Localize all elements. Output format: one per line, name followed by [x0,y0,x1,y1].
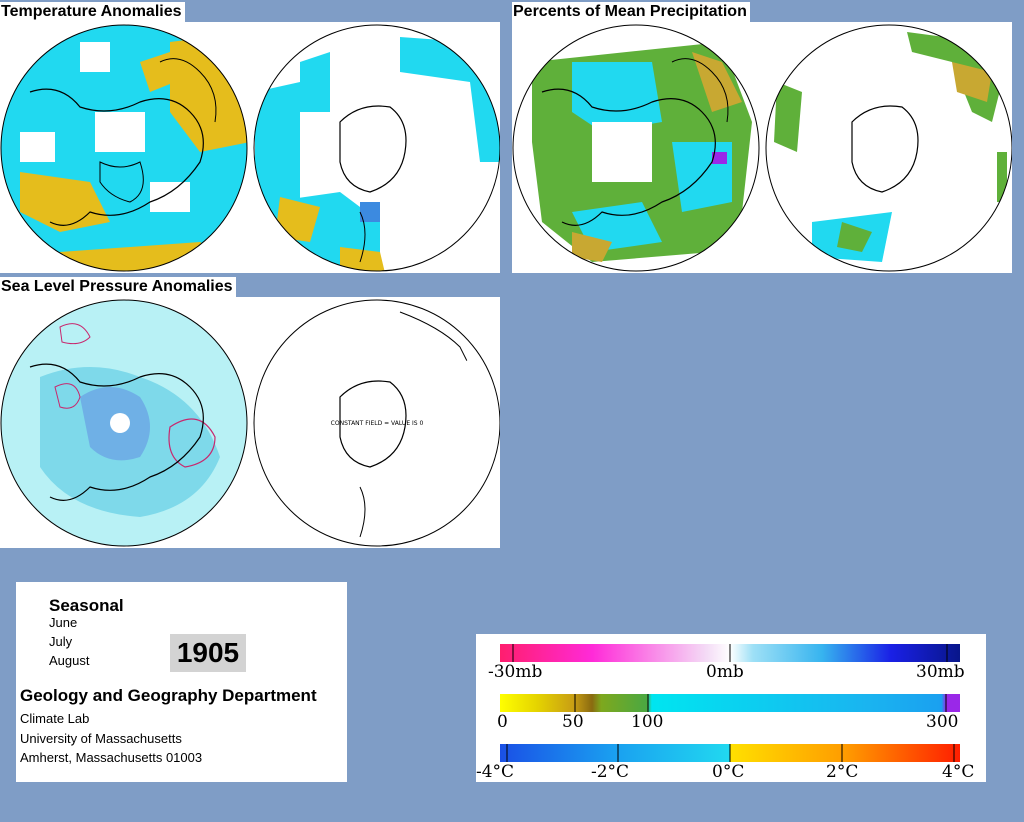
info-box: Seasonal June July August 1905 Geology a… [16,582,347,782]
temperature-hemisphere-south [254,25,500,271]
legend-color-bars [500,644,960,762]
temperature-panel [0,22,500,273]
address: Amherst, Massachusetts 01003 [20,750,203,765]
pressure-title: Sea Level Pressure Anomalies [0,277,236,297]
legend-box: -30mb 0mb 30mb 0 50 100 300 -4°C -2°C 0°… [476,634,986,782]
precipitation-hemisphere-south [766,25,1012,271]
lab-name: Climate Lab [20,711,90,726]
precipitation-title: Percents of Mean Precipitation [512,2,750,22]
precip-label-100: 100 [631,712,664,732]
temperature-title: Temperature Anomalies [0,2,185,22]
temp-label-neg4: -4°C [476,762,515,782]
precipitation-maps [512,24,1012,272]
precip-label-300: 300 [926,712,959,732]
temperature-maps [0,24,500,272]
precip-label-50: 50 [562,712,584,732]
temp-label-0: 0°C [712,762,745,782]
precipitation-panel [512,22,1012,273]
pressure-label-min: -30mb [488,662,543,682]
pressure-hemisphere-south: CONSTANT FIELD = VALUE IS 0 [253,299,500,547]
pressure-maps: CONSTANT FIELD = VALUE IS 0 [0,299,500,547]
temp-label-neg2: -2°C [591,762,630,782]
constant-field-label: CONSTANT FIELD = VALUE IS 0 [331,420,424,427]
pressure-label-zero: 0mb [706,662,744,682]
precip-label-0: 0 [497,712,508,732]
temp-label-4: 4°C [942,762,975,782]
department-name: Geology and Geography Department [20,686,317,705]
precipitation-hemisphere-north [513,25,759,271]
university-name: University of Massachusetts [20,731,182,746]
pressure-label-max: 30mb [916,662,965,682]
pressure-hemisphere-north [1,300,247,546]
temp-label-2: 2°C [826,762,859,782]
year-badge: 1905 [170,634,246,672]
month-june: June [49,615,78,630]
month-july: July [49,634,73,649]
pressure-panel: CONSTANT FIELD = VALUE IS 0 [0,297,500,548]
month-august: August [49,653,90,668]
temperature-hemisphere-north [1,25,247,271]
season-title: Seasonal [49,596,124,615]
